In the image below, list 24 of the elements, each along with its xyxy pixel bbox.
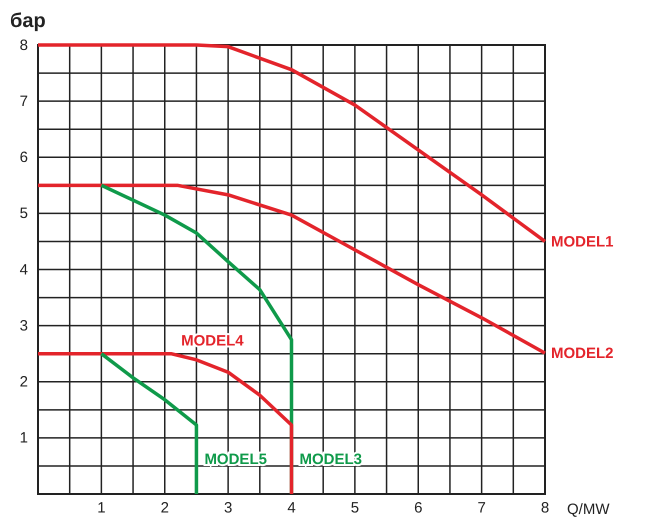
x-tick-label: 8 — [540, 500, 550, 517]
x-tick-label: 5 — [350, 500, 360, 517]
line-series — [36, 352, 294, 496]
x-tick-label: 7 — [477, 500, 486, 517]
y-tick-label: 6 — [20, 149, 28, 166]
x-tick-label: 4 — [287, 500, 296, 517]
y-tick-label: 3 — [20, 317, 28, 334]
x-axis-title: Q/MW — [567, 501, 610, 518]
x-tick-label: 3 — [224, 500, 232, 517]
y-tick-label: 1 — [20, 430, 28, 447]
y-axis-title: бар — [10, 10, 46, 32]
line-series — [36, 43, 547, 244]
y-tick-label: 8 — [20, 36, 28, 54]
x-tick-label: 6 — [414, 500, 422, 517]
series-label: MODEL2 — [551, 345, 614, 362]
y-tick-label: 5 — [20, 205, 28, 222]
series-label: MODEL1 — [551, 233, 614, 250]
line-series — [100, 352, 198, 496]
y-tick-label: 4 — [20, 261, 28, 278]
x-tick-label: 1 — [97, 500, 106, 517]
x-tick-label: 2 — [160, 500, 169, 517]
y-tick-label: 2 — [20, 374, 28, 391]
line-series — [36, 184, 547, 355]
y-tick-label: 7 — [20, 92, 28, 110]
